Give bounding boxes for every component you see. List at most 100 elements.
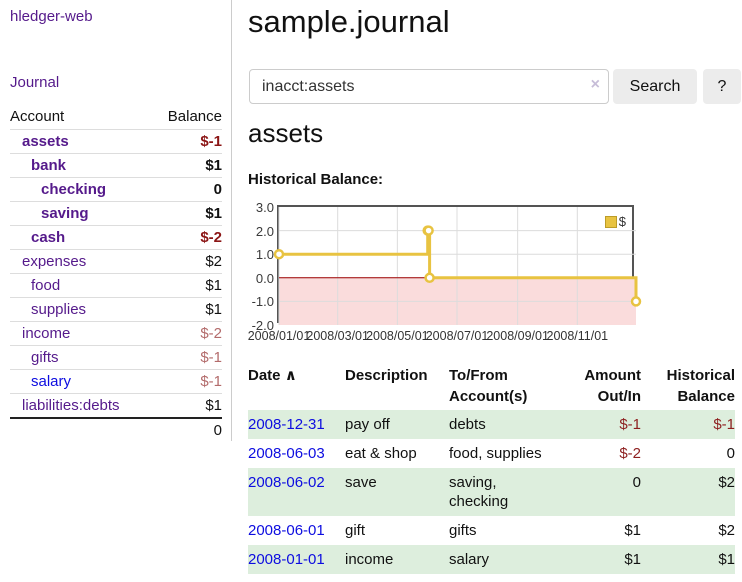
sidebar-account-link[interactable]: income — [22, 325, 71, 342]
sidebar-account-link[interactable]: expenses — [22, 253, 87, 270]
account-row: salary $-1 — [10, 369, 222, 394]
account-row: supplies $1 — [10, 297, 222, 322]
account-row: food $1 — [10, 273, 222, 298]
account-balance: $-1 — [200, 373, 222, 390]
legend-label: $ — [618, 214, 626, 229]
transaction-amount: $-1 — [619, 416, 641, 433]
transaction-row: 2008-06-02 save saving, checking 0 $2 — [248, 468, 735, 516]
transaction-accounts: salary — [449, 551, 490, 568]
chart-legend: $ — [604, 214, 626, 229]
transaction-date-link[interactable]: 2008-01-01 — [248, 551, 325, 568]
sort-ascending-icon: ∧ — [284, 367, 297, 384]
account-balance: $-2 — [200, 325, 222, 342]
chart-plot-area: $ — [273, 205, 642, 325]
total-balance: 0 — [151, 417, 222, 442]
account-column-header: Account — [10, 108, 65, 125]
search-input-wrap: × — [249, 69, 609, 104]
y-axis-labels: 3.0 2.0 1.0 0.0 -1.0 -2.0 — [242, 200, 274, 333]
account-balance: $-1 — [200, 349, 222, 366]
transaction-description: pay off — [345, 416, 390, 433]
account-balance: $1 — [205, 277, 222, 294]
chart-title: Historical Balance: — [248, 171, 384, 188]
account-row: liabilities:debts $1 — [10, 393, 222, 419]
account-balance: $1 — [205, 301, 222, 318]
transaction-row: 2008-06-03 eat & shop food, supplies $-2 0 — [248, 439, 735, 468]
x-axis-labels: 2008/01/01 2008/03/01 2008/05/01 2008/07/01… — [248, 329, 636, 345]
tofrom-column-header: To/From Account(s) — [449, 367, 528, 405]
account-balance: $-2 — [200, 229, 222, 246]
account-row: checking 0 — [10, 177, 222, 202]
transaction-accounts: gifts — [449, 522, 477, 539]
amount-column-header: Amount Out/In — [584, 367, 641, 405]
sidebar-account-link[interactable]: gifts — [31, 349, 59, 366]
x-axis-tick-label: 2008/11/01 — [546, 329, 609, 343]
transaction-row: 2008-06-01 gift gifts $1 $2 — [248, 516, 735, 545]
historical-balance-chart: 3.0 2.0 1.0 0.0 -1.0 -2.0 $ 2008/01/01 2008/03… — [248, 200, 742, 348]
legend-swatch-icon — [604, 215, 617, 228]
transaction-balance: $2 — [718, 522, 735, 539]
transaction-description: eat & shop — [345, 445, 417, 462]
y-axis-tick-label: 2.0 — [255, 223, 274, 239]
transaction-description: save — [345, 474, 377, 491]
sidebar: hledger-web Journal Account Balance asse… — [0, 0, 232, 442]
clear-search-icon[interactable]: × — [590, 76, 600, 93]
y-axis-tick-label: -1.0 — [251, 294, 274, 310]
sidebar-account-link[interactable]: bank — [31, 157, 67, 174]
search-input[interactable] — [249, 69, 609, 104]
transaction-amount: $1 — [624, 551, 641, 568]
search-button[interactable]: Search — [613, 69, 697, 104]
transaction-date-link[interactable]: 2008-06-02 — [248, 474, 325, 491]
transaction-balance: $-1 — [713, 416, 735, 433]
page-title: sample.journal — [248, 4, 450, 39]
help-button[interactable]: ? — [703, 69, 741, 104]
x-axis-tick-label: 2008/05/01 — [366, 329, 429, 343]
sidebar-account-link[interactable]: checking — [41, 181, 107, 198]
transaction-balance: 0 — [726, 445, 735, 462]
x-axis-tick-label: 2008/07/01 — [425, 329, 489, 343]
sidebar-account-link[interactable]: cash — [31, 229, 66, 246]
search-form: × Search ? — [248, 69, 742, 104]
sidebar-item-journal[interactable]: Journal — [10, 74, 60, 91]
account-balance: $1 — [205, 397, 222, 414]
y-axis-tick-label: 1.0 — [255, 247, 274, 263]
sidebar-account-link[interactable]: assets — [22, 133, 69, 150]
transaction-balance: $1 — [718, 551, 735, 568]
data-point-marker — [423, 225, 434, 236]
account-heading: assets — [248, 118, 324, 148]
accounts-table: Account Balance assets $-1 bank $1 checking 0… — [10, 106, 222, 442]
account-row: assets $-1 — [10, 129, 222, 154]
account-balance: $1 — [205, 157, 222, 174]
account-row: gifts $-1 — [10, 345, 222, 370]
transaction-accounts: food, supplies — [449, 445, 542, 462]
sidebar-account-link[interactable]: supplies — [31, 301, 87, 318]
sidebar-account-link[interactable]: salary — [31, 373, 72, 390]
description-column-header: Description — [345, 367, 428, 384]
transaction-description: income — [345, 551, 394, 568]
sidebar-account-link[interactable]: saving — [41, 205, 89, 222]
account-balance: $-1 — [200, 133, 222, 150]
account-row: bank $1 — [10, 153, 222, 178]
transaction-date-link[interactable]: 2008-06-03 — [248, 445, 325, 462]
transaction-accounts: saving, checking — [449, 474, 509, 510]
transaction-balance: $2 — [718, 474, 735, 491]
y-axis-tick-label: -2.0 — [251, 318, 274, 333]
account-balance: $1 — [205, 205, 222, 222]
account-row: expenses $2 — [10, 249, 222, 274]
account-balance: $2 — [205, 253, 222, 270]
transaction-date-link[interactable]: 2008-12-31 — [248, 416, 325, 433]
transaction-date-link[interactable]: 2008-06-01 — [248, 522, 325, 539]
sidebar-account-link[interactable]: liabilities:debts — [22, 397, 120, 414]
account-row: income $-2 — [10, 321, 222, 346]
balance-column-header: Balance — [167, 108, 222, 125]
app-title-link[interactable]: hledger-web — [10, 8, 93, 25]
date-column-header[interactable]: Date ∧ — [248, 367, 297, 384]
account-row: saving $1 — [10, 201, 222, 226]
register-table: Date ∧ Description To/From Account(s) Am… — [248, 362, 735, 574]
total-spacer — [10, 417, 152, 442]
data-point-marker — [273, 248, 285, 260]
x-axis-tick-label: 2008/03/01 — [306, 329, 369, 343]
transaction-amount: $-2 — [619, 445, 641, 462]
data-point-marker — [630, 296, 642, 307]
sidebar-account-link[interactable]: food — [31, 277, 61, 294]
x-axis-tick-label: 2008/09/01 — [486, 329, 549, 343]
